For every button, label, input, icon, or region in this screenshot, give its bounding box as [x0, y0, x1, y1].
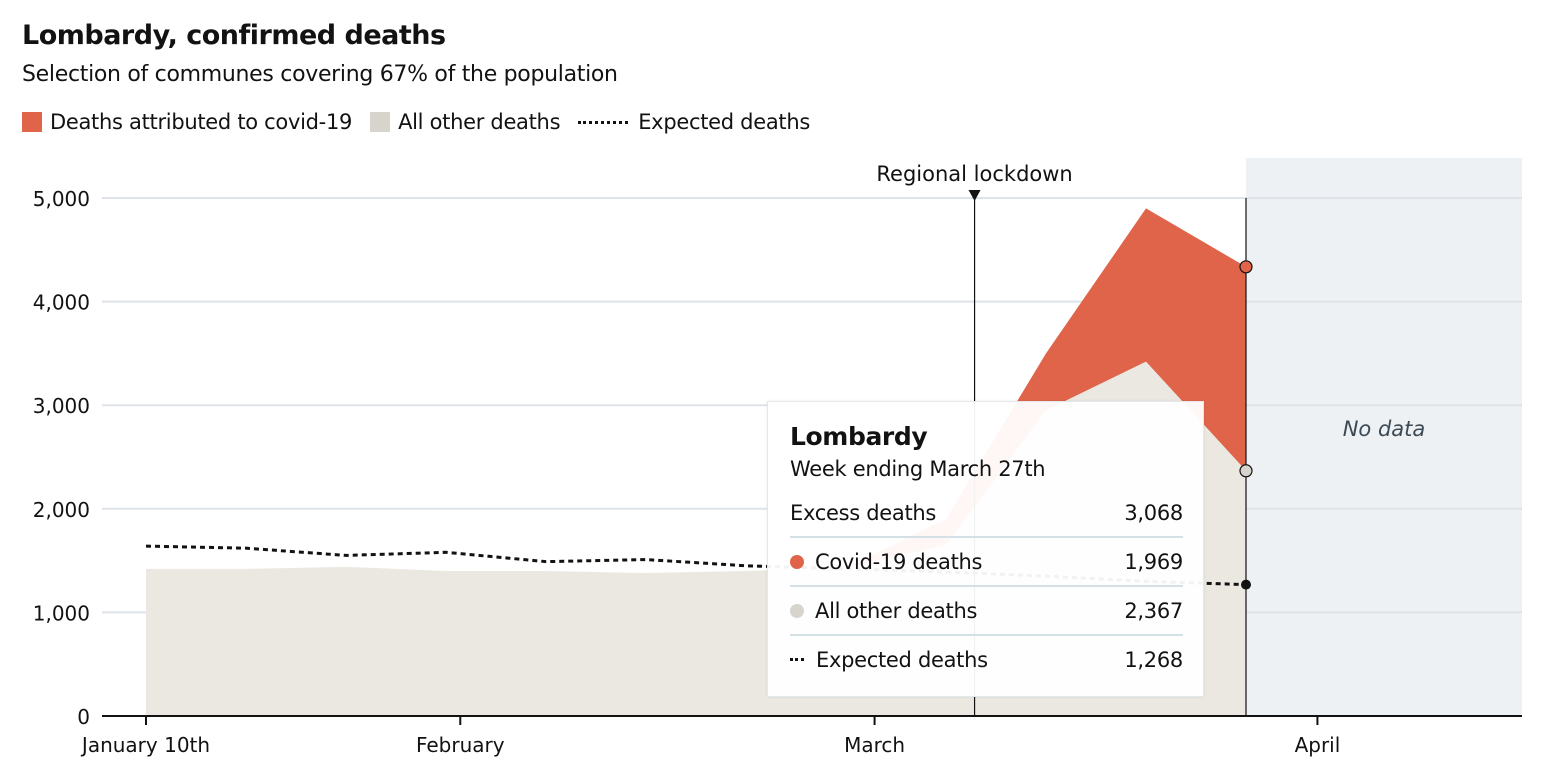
dotted-line-icon — [790, 658, 804, 661]
legend: Deaths attributed to covid-19 All other … — [22, 110, 828, 134]
covid-dot-icon — [790, 554, 804, 569]
legend-label: Expected deaths — [638, 110, 810, 134]
tooltip-row-other: All other deaths 2,367 — [790, 587, 1183, 636]
no-data-region — [1246, 158, 1522, 716]
tooltip-row-covid: Covid-19 deaths 1,969 — [790, 538, 1183, 587]
y-tick-label: 0 — [77, 705, 90, 729]
x-tick-label: February — [416, 733, 505, 757]
y-tick-label: 5,000 — [33, 187, 90, 211]
tooltip-row-excess: Excess deaths 3,068 — [790, 489, 1183, 538]
tooltip-value: 1,969 — [1124, 549, 1183, 574]
chart-subtitle: Selection of communes covering 67% of th… — [22, 62, 618, 87]
tooltip-label: All other deaths — [815, 598, 978, 623]
tooltip-label: Covid-19 deaths — [815, 549, 983, 574]
tooltip-row-expected: Expected deaths 1,268 — [790, 636, 1183, 683]
legend-swatch-expected — [578, 120, 629, 124]
tooltip-subtitle: Week ending March 27th — [790, 457, 1046, 481]
legend-label: Deaths attributed to covid-19 — [50, 110, 353, 134]
legend-item-expected: Expected deaths — [578, 110, 810, 134]
lockdown-marker-icon — [968, 190, 981, 201]
tooltip: Lombardy Week ending March 27th Excess d… — [767, 401, 1204, 697]
tooltip-value: 1,268 — [1124, 647, 1183, 672]
y-tick-label: 1,000 — [33, 601, 90, 625]
y-tick-label: 3,000 — [33, 394, 90, 418]
no-data-label: No data — [1343, 417, 1426, 441]
x-tick-label: January 10th — [80, 733, 210, 757]
y-tick-label: 2,000 — [33, 498, 90, 522]
legend-swatch-covid — [22, 112, 42, 132]
lockdown-label: Regional lockdown — [876, 162, 1072, 186]
chart-title: Lombardy, confirmed deaths — [22, 20, 446, 51]
expected-deaths-line — [145, 544, 1247, 587]
tooltip-value: 2,367 — [1124, 598, 1183, 623]
covid-point — [1239, 260, 1253, 274]
legend-label: All other deaths — [398, 110, 561, 134]
expected-point — [1241, 579, 1251, 590]
x-tick-label: March — [844, 733, 905, 757]
tooltip-title: Lombardy — [790, 422, 928, 451]
x-tick-label: April — [1295, 733, 1341, 757]
other-point — [1239, 464, 1253, 478]
legend-item-covid: Deaths attributed to covid-19 — [22, 110, 352, 134]
tooltip-label: Expected deaths — [816, 647, 988, 672]
y-tick-label: 4,000 — [33, 291, 90, 315]
tooltip-value: 3,068 — [1124, 500, 1183, 525]
other-dot-icon — [790, 603, 804, 618]
tooltip-label: Excess deaths — [790, 500, 937, 525]
legend-swatch-other — [370, 112, 391, 132]
legend-item-other: All other deaths — [370, 110, 561, 134]
